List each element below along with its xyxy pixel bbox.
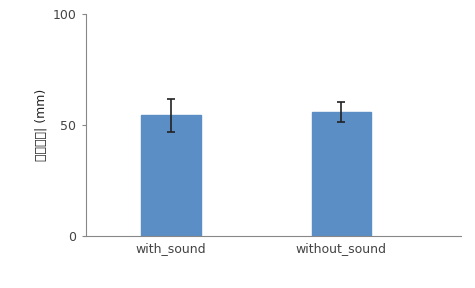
Bar: [312, 112, 371, 236]
Bar: [141, 115, 200, 236]
Y-axis label: 수평위치| (mm): 수평위치| (mm): [34, 89, 47, 161]
